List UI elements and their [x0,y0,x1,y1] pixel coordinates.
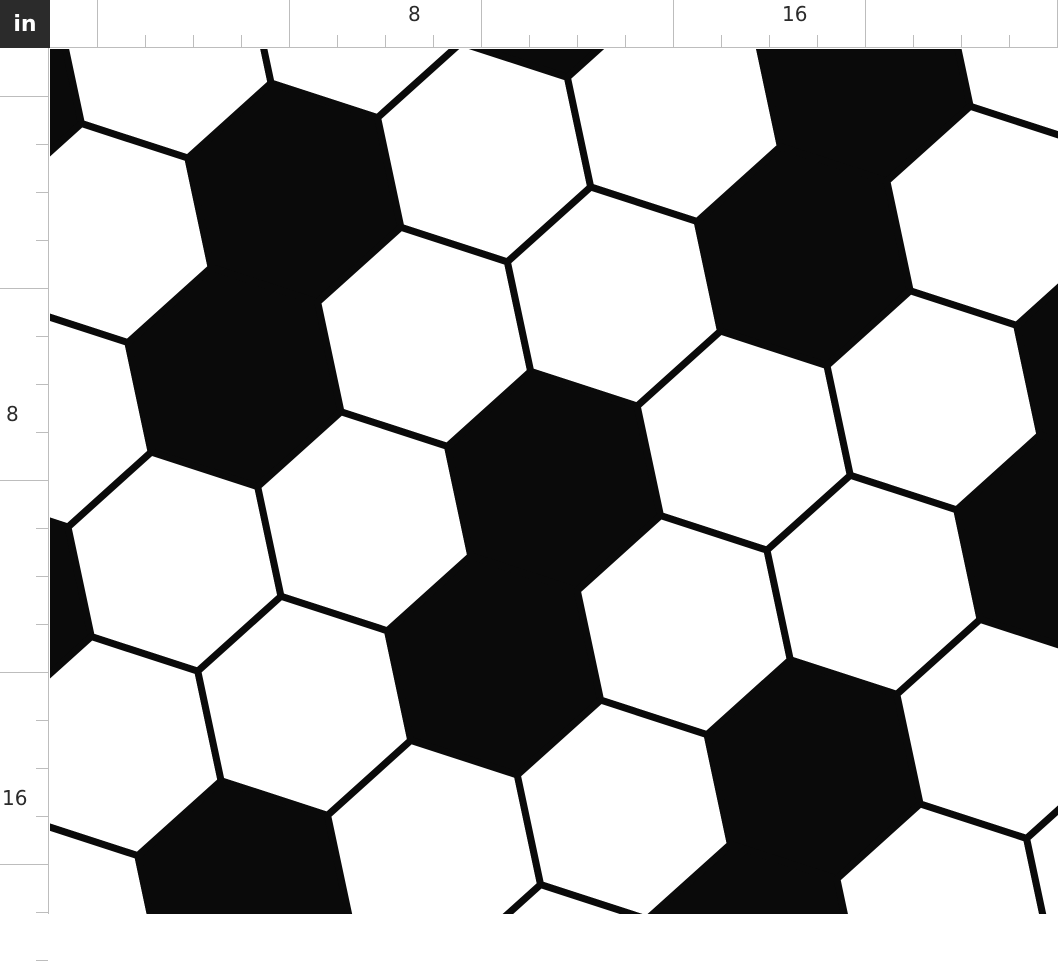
ruler-tick [36,336,48,337]
unit-label: in [13,12,36,37]
ruler-tick [36,768,48,769]
ruler-tick [1009,35,1010,47]
ruler-tick [337,35,338,47]
ruler-tick [673,0,674,47]
unit-badge: in [0,0,50,48]
fabric-pattern-preview [50,49,1058,914]
ruler-tick [36,192,48,193]
left-ruler-label-8: 8 [6,402,19,426]
ruler-tick [36,624,48,625]
ruler-tick [193,35,194,47]
ruler-tick [769,35,770,47]
ruler-tick [961,35,962,47]
ruler-tick [97,0,98,47]
ruler-tick [481,0,482,47]
ruler-tick [0,864,48,865]
ruler-tick [36,576,48,577]
ruler-tick [529,35,530,47]
top-ruler: 8 16 [50,0,1058,48]
ruler-tick [385,35,386,47]
ruler-tick [865,0,866,47]
ruler-tick [289,0,290,47]
ruler-tick [36,240,48,241]
ruler-tick [721,35,722,47]
ruler-tick [0,480,48,481]
ruler-tick [913,35,914,47]
ruler-tick [36,528,48,529]
left-ruler: 8 16 [0,48,49,914]
ruler-tick [36,144,48,145]
ruler-tick [577,35,578,47]
left-ruler-label-16: 16 [2,786,27,810]
ruler-tick [817,35,818,47]
ruler-tick [36,912,48,913]
ruler-tick [0,96,48,97]
ruler-tick [0,672,48,673]
ruler-tick [145,35,146,47]
ruler-tick [36,384,48,385]
ruler-tick [36,720,48,721]
ruler-tick [433,35,434,47]
ruler-tick [625,35,626,47]
soccer-pattern-svg [50,49,1058,914]
top-ruler-label-16: 16 [782,2,807,26]
ruler-tick [36,432,48,433]
ruler-tick [36,816,48,817]
ruler-tick [0,288,48,289]
ruler-tick [241,35,242,47]
top-ruler-label-8: 8 [408,2,421,26]
